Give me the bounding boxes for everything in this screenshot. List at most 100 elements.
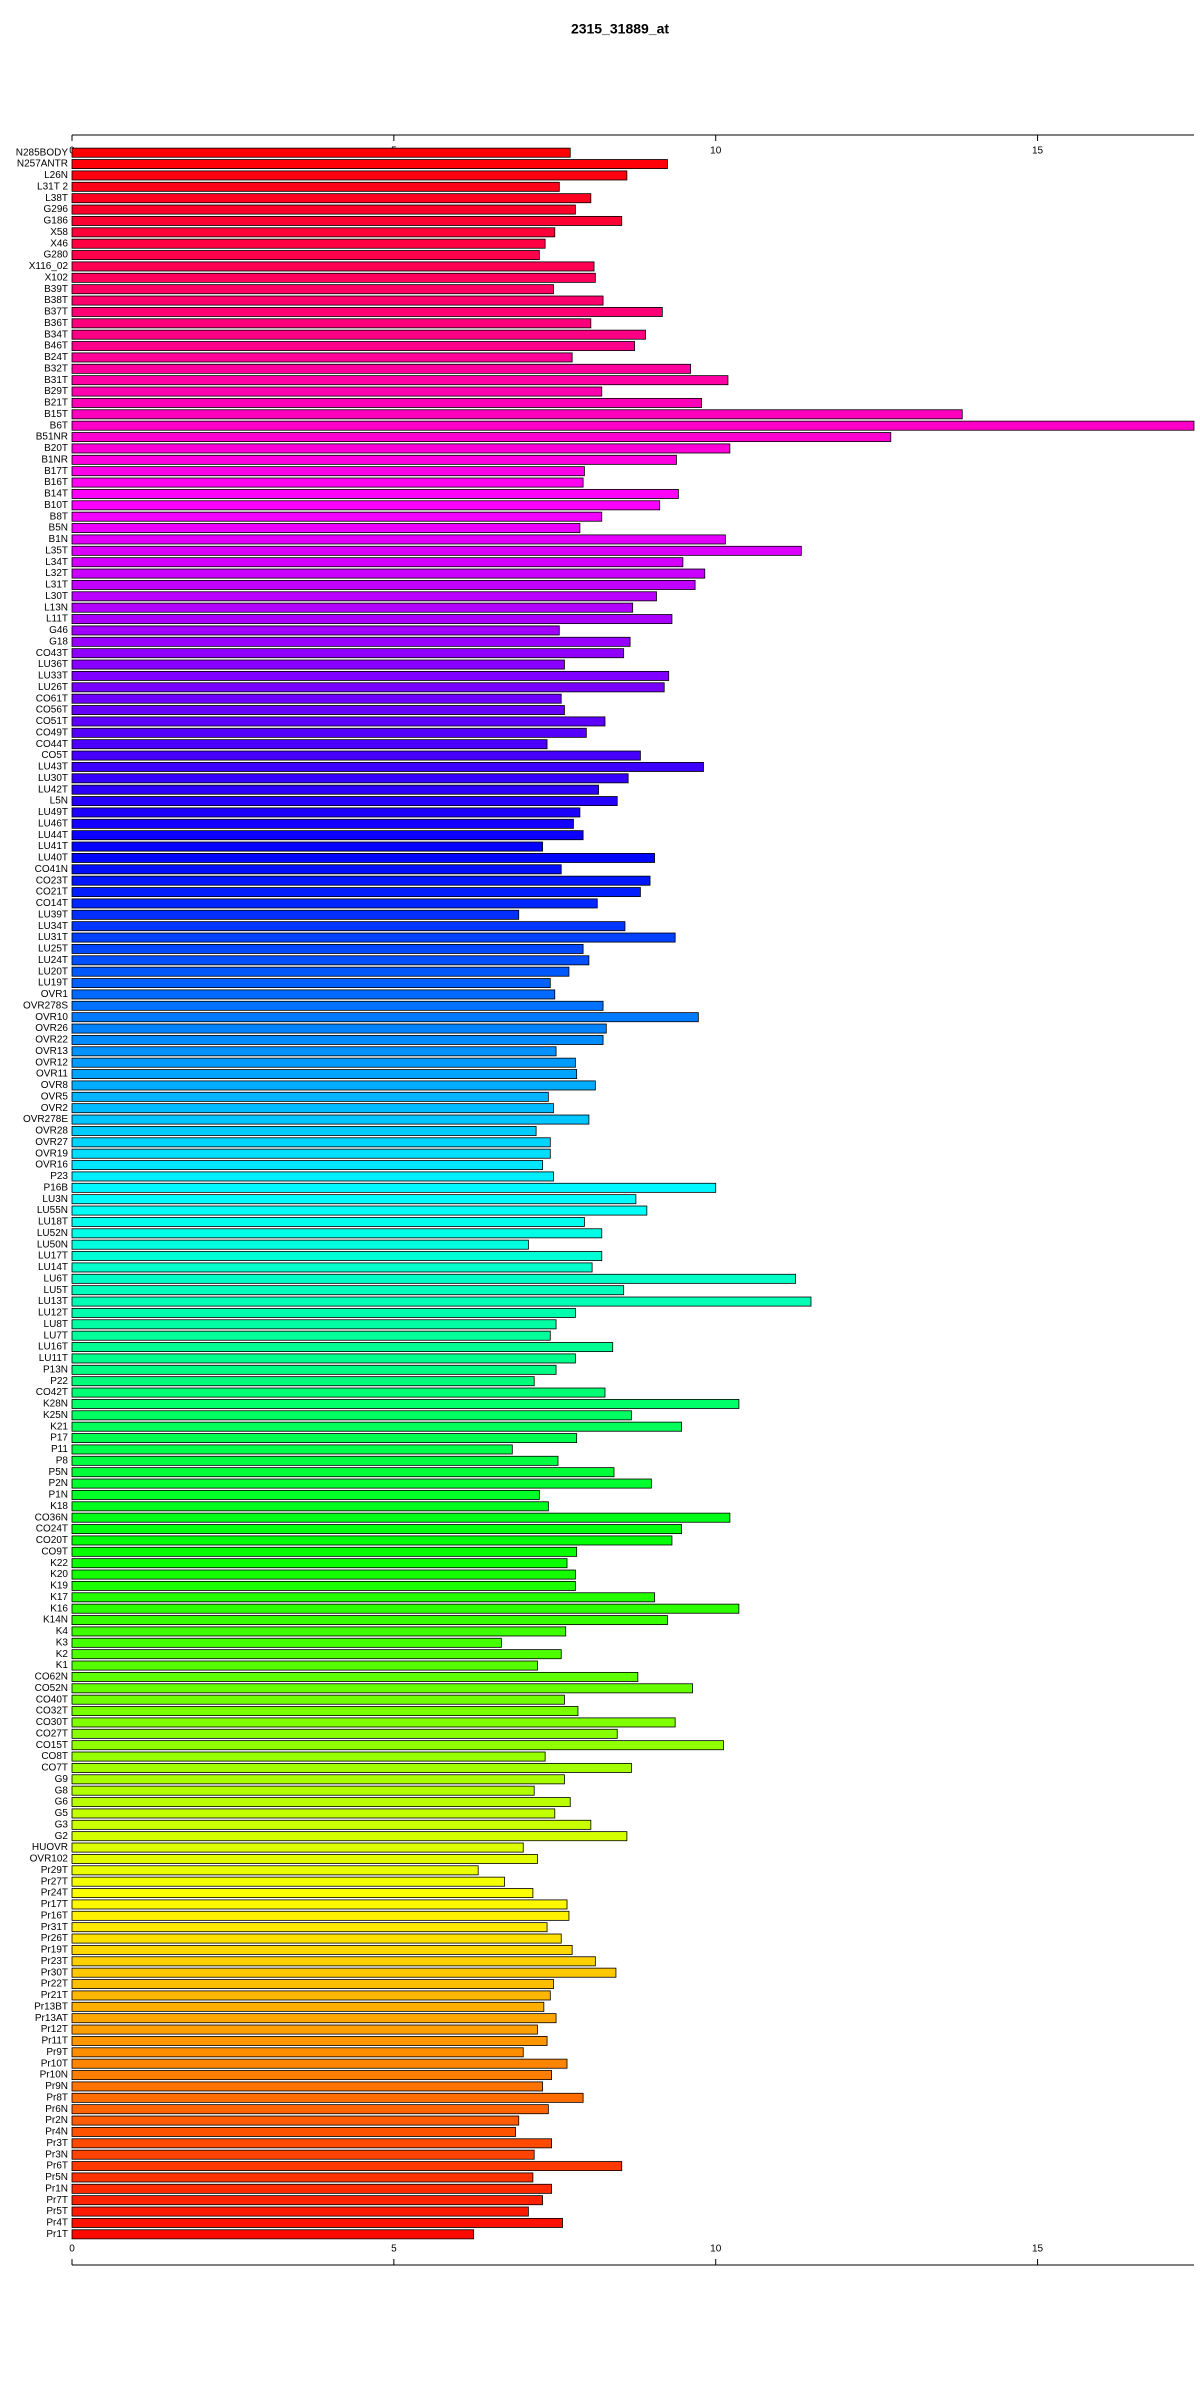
bar — [71, 318, 592, 329]
y-tick-label: LU14T — [38, 1262, 68, 1273]
y-tick-label: Pr30T — [41, 1967, 68, 1978]
bar — [71, 966, 570, 977]
bar — [71, 568, 706, 579]
y-tick-label: CO42T — [36, 1387, 68, 1398]
y-tick-label: LU31T — [38, 932, 68, 943]
bar — [71, 2217, 563, 2228]
y-tick-label: OVR102 — [30, 1854, 69, 1865]
y-tick-label: B14T — [44, 489, 68, 500]
bar — [71, 159, 668, 170]
bar — [71, 2183, 552, 2194]
y-tick-label: L30T — [45, 591, 68, 602]
y-tick-label: LU11T — [39, 1353, 68, 1364]
y-tick-label: LU42T — [38, 784, 68, 795]
bar — [71, 1012, 699, 1023]
bar — [71, 1853, 538, 1864]
bar — [71, 921, 626, 932]
bar — [71, 818, 574, 829]
bar — [71, 1501, 549, 1512]
y-tick-label: CO44T — [36, 739, 68, 750]
y-tick-label: Pr17T — [41, 1899, 68, 1910]
bar — [71, 272, 596, 283]
y-tick-label: OVR278E — [23, 1114, 68, 1125]
bar — [71, 1398, 740, 1409]
bar — [71, 852, 655, 863]
y-tick-label: K18 — [50, 1501, 68, 1512]
y-tick-label: OVR2 — [41, 1103, 69, 1114]
y-tick-label: L13N — [44, 602, 68, 613]
chart-title: 2315_31889_at — [571, 21, 669, 37]
bar — [71, 1387, 606, 1398]
bar — [71, 1125, 537, 1136]
y-tick-label: G6 — [55, 1797, 69, 1808]
bar — [71, 1296, 812, 1307]
bar — [71, 500, 661, 511]
y-tick-label: CO21T — [36, 887, 68, 898]
bar — [71, 727, 587, 738]
bar — [71, 1842, 524, 1853]
bar — [71, 1660, 538, 1671]
y-tick-label: P5N — [49, 1467, 68, 1478]
y-tick-label: X102 — [45, 272, 69, 283]
y-tick-label: CO27T — [36, 1728, 68, 1739]
y-tick-label: CO30T — [36, 1717, 68, 1728]
y-tick-label: LU24T — [38, 955, 68, 966]
bar — [71, 1364, 557, 1375]
bar — [71, 466, 585, 477]
y-tick-label: B29T — [44, 386, 68, 397]
y-tick-label: LU25T — [38, 944, 68, 955]
y-tick-label: LU5T — [44, 1285, 68, 1296]
bar — [71, 1933, 562, 1944]
y-tick-label: OVR28 — [35, 1126, 68, 1137]
bar — [71, 170, 628, 181]
y-tick-label: LU26T — [38, 682, 68, 693]
bar — [71, 1444, 513, 1455]
y-tick-label: Pr8T — [46, 2092, 68, 2103]
bar — [71, 1979, 554, 1990]
bar — [71, 147, 571, 158]
bar — [71, 1285, 625, 1296]
y-tick-label: CO23T — [36, 875, 68, 886]
y-tick-label: G5 — [55, 1808, 69, 1819]
bar — [71, 1751, 546, 1762]
bar — [71, 989, 556, 1000]
bar — [71, 306, 663, 317]
y-tick-label: Pr19T — [41, 1945, 68, 1956]
x-tick-label: 10 — [710, 146, 722, 157]
y-tick-label: Pr11T — [42, 2036, 69, 2047]
bar — [71, 2024, 538, 2035]
y-tick-label: Pr6T — [46, 2161, 68, 2172]
bar — [71, 477, 584, 488]
bar — [71, 591, 657, 602]
bar — [71, 1524, 683, 1535]
bar — [71, 2206, 529, 2217]
bar — [71, 1910, 570, 1921]
bar — [71, 1808, 556, 1819]
bar — [71, 2172, 534, 2183]
y-tick-label: K25N — [43, 1410, 68, 1421]
bar — [71, 204, 576, 215]
bar — [71, 1433, 578, 1444]
y-tick-label: Pr10N — [40, 2070, 68, 2081]
y-tick-label: LU16T — [38, 1342, 68, 1353]
y-tick-label: CO20T — [36, 1535, 68, 1546]
y-tick-label: K1 — [56, 1660, 69, 1671]
bar — [71, 2035, 548, 2046]
y-tick-label: K21 — [50, 1421, 68, 1432]
bar — [71, 784, 599, 795]
y-tick-label: Pr31T — [41, 1922, 68, 1933]
y-tick-label: LU33T — [38, 671, 68, 682]
y-tick-label: OVR12 — [35, 1057, 68, 1068]
y-tick-label: G280 — [44, 250, 69, 261]
bar — [71, 363, 692, 374]
y-tick-label: P2N — [49, 1478, 68, 1489]
y-tick-label: Pr13BT — [34, 2001, 68, 2012]
y-tick-label: K28N — [43, 1399, 68, 1410]
y-tick-label: P16B — [44, 1182, 69, 1193]
y-tick-label: LU30T — [38, 773, 68, 784]
y-tick-label: P11 — [51, 1444, 68, 1455]
bar — [71, 1637, 502, 1648]
y-tick-label: Pr26T — [41, 1933, 68, 1944]
y-tick-label: L26N — [44, 170, 68, 181]
bar — [71, 1478, 652, 1489]
